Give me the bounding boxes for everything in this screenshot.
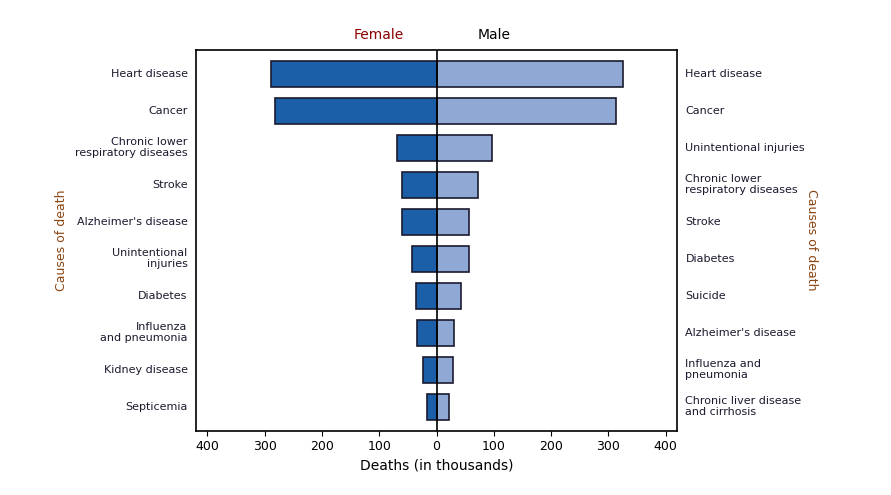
Text: Unintentional
injuries: Unintentional injuries [112, 248, 188, 269]
Text: Cancer: Cancer [148, 105, 188, 115]
Bar [437, 208, 470, 235]
Bar [437, 246, 470, 272]
X-axis label: Deaths (in thousands): Deaths (in thousands) [360, 459, 513, 473]
Bar [402, 172, 437, 198]
Bar [437, 394, 449, 420]
Bar [397, 135, 437, 160]
Text: Chronic liver disease
and cirrhosis: Chronic liver disease and cirrhosis [685, 396, 802, 417]
Bar [427, 394, 437, 420]
Text: Suicide: Suicide [685, 291, 726, 300]
Text: Diabetes: Diabetes [138, 291, 188, 300]
Text: Septicemia: Septicemia [126, 401, 188, 412]
Bar [416, 283, 437, 308]
Text: Male: Male [478, 28, 511, 42]
Bar [437, 98, 617, 124]
Bar [402, 208, 437, 235]
Text: Female: Female [354, 28, 404, 42]
Text: Unintentional injuries: Unintentional injuries [685, 143, 805, 152]
Text: Alzheimer's disease: Alzheimer's disease [77, 217, 188, 227]
Bar [437, 172, 478, 198]
Text: Cancer: Cancer [685, 105, 725, 115]
Text: Causes of death: Causes of death [55, 189, 68, 291]
Text: Causes of death: Causes of death [805, 189, 818, 291]
Text: Alzheimer's disease: Alzheimer's disease [685, 328, 797, 338]
Bar [437, 320, 454, 346]
Text: Stroke: Stroke [152, 180, 188, 190]
Text: Kidney disease: Kidney disease [103, 365, 188, 375]
Bar [437, 283, 462, 308]
Bar [423, 356, 437, 383]
Text: Heart disease: Heart disease [685, 68, 763, 79]
Text: Chronic lower
respiratory diseases: Chronic lower respiratory diseases [685, 174, 798, 196]
Text: Influenza
and pneumonia: Influenza and pneumonia [100, 322, 188, 344]
Text: Influenza and
pneumonia: Influenza and pneumonia [685, 359, 762, 380]
Bar [271, 60, 437, 87]
Bar [437, 356, 453, 383]
Bar [412, 246, 437, 272]
Text: Heart disease: Heart disease [110, 68, 188, 79]
Bar [417, 320, 437, 346]
Text: Chronic lower
respiratory diseases: Chronic lower respiratory diseases [75, 137, 188, 158]
Bar [437, 135, 492, 160]
Text: Diabetes: Diabetes [685, 253, 735, 263]
Bar [275, 98, 437, 124]
Text: Stroke: Stroke [685, 217, 721, 227]
Bar [437, 60, 624, 87]
